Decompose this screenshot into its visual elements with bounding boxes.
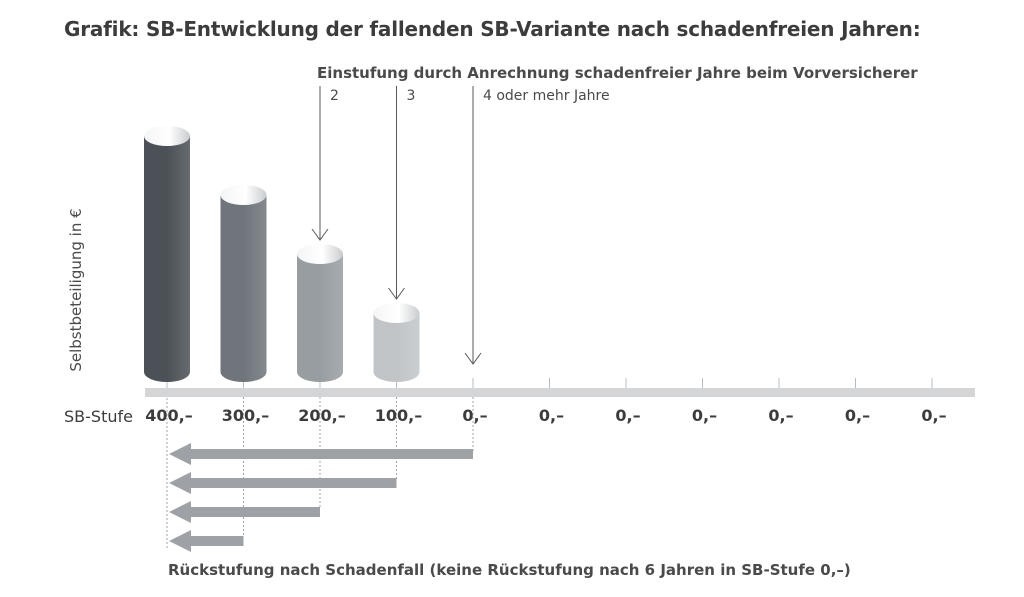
x-tick-label: 0,– [538,406,565,425]
x-tick-label: 0,– [844,406,871,425]
x-axis-label: SB-Stufe [64,407,133,426]
entry-arrow [464,86,482,365]
x-tick-label: 0,– [921,406,947,425]
x-tick-label: 400,– [145,406,193,425]
rueckstufung-arrow [169,501,320,523]
rueckstufung-arrow [169,530,244,552]
entry-arrow-label: 3 [406,88,416,104]
entry-arrow [311,86,329,241]
x-tick-label: 300,– [221,406,270,425]
entry-arrow-label: 4 oder mehr Jahre [483,88,610,104]
bar [144,126,190,382]
chart-title: Grafik: SB-Entwicklung der fallenden SB-… [64,17,921,41]
x-tick-label: 0,– [691,406,718,425]
bar [297,244,343,382]
bar [373,303,420,382]
x-axis-bar [145,388,975,397]
x-tick-label: 0,– [462,406,488,425]
einstufung-label: Einstufung durch Anrechnung schadenfreie… [317,64,918,82]
rueckstufung-arrow [169,472,397,494]
bar [220,185,267,382]
entry-arrow [388,86,405,300]
x-tick-label: 0,– [768,406,794,425]
entry-arrow-label: 2 [330,88,339,104]
x-tick-label: 200,– [298,406,346,425]
x-tick-label: 0,– [615,406,641,425]
x-tick-label: 100,– [374,406,423,425]
rueckstufung-arrow [169,443,473,465]
footnote-rueckstufung: Rückstufung nach Schadenfall (keine Rück… [168,561,851,579]
